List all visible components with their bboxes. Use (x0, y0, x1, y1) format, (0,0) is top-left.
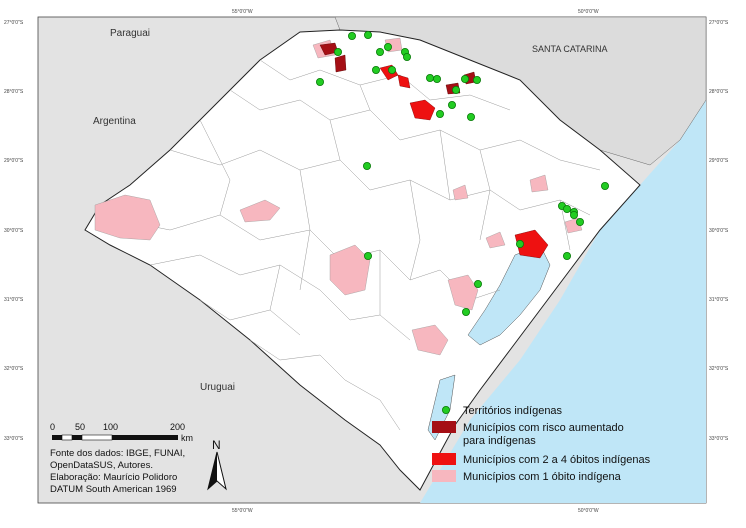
legend: Territórios indígenas Municípios com ris… (432, 405, 651, 483)
territory-point (375, 48, 384, 57)
coord-right-7: 33°0'0"S (709, 436, 729, 442)
territory-point (402, 53, 411, 62)
coord-right-4: 30°0'0"S (709, 228, 729, 234)
territory-point (387, 66, 396, 75)
territory-point (466, 113, 475, 122)
scale-tick-100: 100 (103, 422, 118, 432)
territory-point (363, 30, 372, 39)
credit-line-4: DATUM South American 1969 (50, 484, 177, 495)
coord-bottom-2: 50°0'0"W (578, 508, 599, 514)
north-arrow-icon: N (207, 438, 227, 491)
territory-point (516, 239, 525, 248)
coord-left-7: 33°0'0"S (4, 436, 24, 442)
territory-point (383, 43, 392, 52)
legend-obitos-2a4: Municípios com 2 a 4 óbitos indígenas (463, 454, 651, 466)
territory-point (447, 101, 456, 110)
coord-right-3: 29°0'0"S (709, 158, 729, 164)
territory-point (315, 78, 324, 87)
credit-line-2: OpenDataSUS, Autores. (50, 460, 153, 471)
credit-line-1: Fonte dos dados: IBGE, FUNAI, (50, 448, 185, 459)
coord-left-3: 29°0'0"S (4, 158, 24, 164)
legend-2a4-swatch (432, 453, 456, 465)
legend-obitos-1: Municípios com 1 óbito indígena (463, 471, 622, 483)
territory-point (432, 75, 441, 84)
lagoa-dos-patos (467, 244, 551, 346)
coord-top-1: 55°0'0"W (232, 9, 253, 15)
label-uruguai: Uruguai (200, 382, 235, 393)
territory-point (425, 74, 434, 83)
legend-risk-swatch (432, 421, 456, 433)
coord-left-6: 32°0'0"S (4, 366, 24, 372)
coord-left-2: 28°0'0"S (4, 89, 24, 95)
coord-left-4: 30°0'0"S (4, 228, 24, 234)
territory-point (563, 204, 572, 213)
scale-tick-0: 0 (50, 422, 55, 432)
scale-tick-200: 200 (170, 422, 185, 432)
legend-territorios: Territórios indígenas (463, 405, 563, 417)
legend-risco-2: para indígenas (463, 435, 536, 447)
legend-1-swatch (432, 470, 456, 482)
coord-left-1: 27°0'0"S (4, 20, 24, 26)
territory-point (601, 181, 610, 190)
territory-point (460, 75, 469, 84)
coord-left-5: 31°0'0"S (4, 297, 24, 303)
coord-right-1: 27°0'0"S (709, 20, 729, 26)
atlantic-ocean (420, 100, 706, 503)
north-label: N (212, 438, 221, 452)
coord-right-5: 31°0'0"S (709, 297, 729, 303)
territory-point (363, 251, 372, 260)
coord-bottom-1: 55°0'0"W (232, 508, 253, 514)
label-santa-catarina: SANTA CATARINA (532, 44, 608, 54)
scale-tick-50: 50 (75, 422, 85, 432)
coord-top-2: 50°0'0"W (578, 9, 599, 15)
territory-point (570, 210, 579, 219)
legend-risco-1: Municípios com risco aumentado (463, 422, 624, 434)
municipios-1-obito (94, 37, 583, 356)
scale-bar: 0 50 100 200 km (50, 422, 193, 443)
territory-point (451, 86, 460, 95)
territory-point (362, 161, 371, 170)
scale-unit: km (181, 433, 193, 443)
label-paraguai: Paraguai (110, 28, 150, 39)
territorios-indigenas (315, 30, 610, 316)
coord-right-6: 32°0'0"S (709, 366, 729, 372)
territory-point (435, 110, 444, 119)
credit-line-3: Elaboração: Maurício Polidoro (50, 472, 177, 483)
territory-point (333, 48, 342, 57)
coord-right-2: 28°0'0"S (709, 89, 729, 95)
territory-point (347, 32, 356, 41)
territory-point (563, 251, 572, 260)
territory-point (461, 307, 470, 316)
legend-territory-icon (441, 405, 450, 414)
territory-point (371, 66, 380, 75)
territory-point (472, 76, 481, 85)
territory-point (576, 217, 585, 226)
territory-point (473, 279, 482, 288)
label-argentina: Argentina (93, 116, 136, 127)
